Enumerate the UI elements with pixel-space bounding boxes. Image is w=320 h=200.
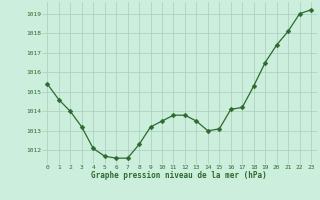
X-axis label: Graphe pression niveau de la mer (hPa): Graphe pression niveau de la mer (hPa) [91, 171, 267, 180]
